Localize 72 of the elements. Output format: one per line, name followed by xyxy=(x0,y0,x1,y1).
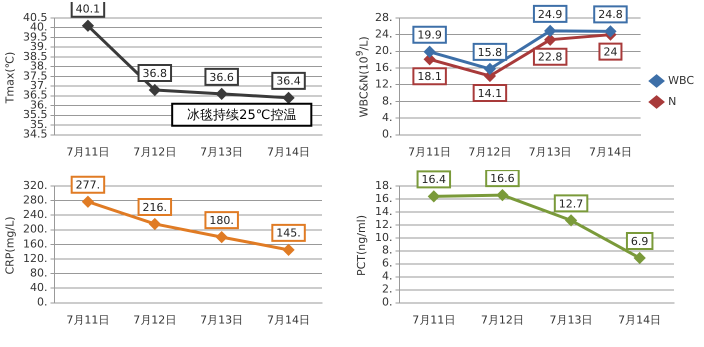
legend-label: N xyxy=(668,94,676,108)
x-tick-label: 7月12日 xyxy=(480,313,524,326)
x-tick-label: 7月14日 xyxy=(588,145,632,158)
data-label: 24.9 xyxy=(538,8,562,21)
x-tick-label: 7月14日 xyxy=(267,145,310,158)
x-tick-label: 7月12日 xyxy=(468,145,512,158)
y-tick-label: 6. xyxy=(382,256,392,270)
x-tick-label: 7月13日 xyxy=(528,145,572,158)
x-tick-label: 7月12日 xyxy=(133,313,176,326)
data-label: 145. xyxy=(276,226,301,240)
data-label: 277. xyxy=(76,178,100,192)
data-label: 22.8 xyxy=(538,50,562,64)
y-tick-label: 4. xyxy=(382,270,392,283)
data-label: 36.6 xyxy=(209,70,234,84)
y-tick-label: 16. xyxy=(374,192,392,205)
data-label: 216. xyxy=(142,200,168,214)
data-label: 24 xyxy=(603,46,618,59)
data-label: 14.1 xyxy=(478,86,502,100)
x-tick-label: 7月12日 xyxy=(133,145,176,158)
y-tick-label: 38. xyxy=(30,60,48,73)
y-tick-label: 20. xyxy=(374,44,392,58)
data-label: 24.8 xyxy=(598,8,623,22)
y-tick-label: 28. xyxy=(374,10,392,24)
data-label: 6.9 xyxy=(630,234,648,248)
x-tick-label: 7月11日 xyxy=(412,313,456,326)
y-tick-label: 18. xyxy=(374,178,392,192)
x-tick-label: 7月14日 xyxy=(618,313,662,326)
data-label: 36.4 xyxy=(276,74,301,88)
y-tick-label: 240. xyxy=(22,208,48,222)
y-axis-title: PCT(ng/ml) xyxy=(356,214,368,276)
y-axis-title: CRP(mg/L) xyxy=(4,216,17,274)
x-tick-label: 7月13日 xyxy=(200,313,244,326)
y-tick-label: 280. xyxy=(22,193,48,206)
y-tick-label: 12. xyxy=(374,78,392,91)
data-label: 16.6 xyxy=(490,172,515,185)
x-tick-label: 7月11日 xyxy=(66,313,110,326)
y-tick-label: 12. xyxy=(374,218,392,231)
x-tick-label: 7月13日 xyxy=(550,313,593,326)
data-label: 180. xyxy=(209,214,234,227)
y-tick-label: 320. xyxy=(22,178,48,192)
y-tick-label: 2. xyxy=(382,282,392,296)
y-tick-label: 0. xyxy=(36,296,48,309)
x-tick-label: 7月13日 xyxy=(200,145,244,158)
y-tick-label: 80. xyxy=(30,266,48,280)
data-label: 16.4 xyxy=(422,173,446,186)
y-tick-label: 40. xyxy=(30,281,48,294)
y-tick-label: 120. xyxy=(22,252,48,265)
data-label: 19.9 xyxy=(417,28,442,42)
data-label: 36.8 xyxy=(142,66,168,80)
y-axis-title: Tmax(℃) xyxy=(4,51,16,103)
y-tick-label: 16. xyxy=(374,60,392,74)
y-tick-label: 4. xyxy=(382,110,392,124)
data-label: 40.1 xyxy=(76,2,100,16)
y-tick-label: 14. xyxy=(374,204,392,218)
data-label: 12.7 xyxy=(558,197,584,210)
y-tick-label: 0. xyxy=(382,128,392,141)
y-tick-label: 8. xyxy=(382,244,392,257)
x-tick-label: 7月11日 xyxy=(408,145,452,158)
y-tick-label: 160. xyxy=(22,237,48,250)
y-tick-label: 24. xyxy=(374,28,392,41)
legend-label: WBC xyxy=(668,74,694,87)
y-tick-label: 10. xyxy=(374,230,392,244)
y-tick-label: 200. xyxy=(22,222,48,236)
y-tick-label: 0. xyxy=(382,296,392,309)
data-label: 18.1 xyxy=(417,70,442,84)
x-tick-label: 7月14日 xyxy=(267,313,310,326)
annotation: 冰毯持续25℃控温 xyxy=(187,108,296,124)
y-tick-label: 8. xyxy=(382,94,392,108)
data-label: 15.8 xyxy=(478,46,502,59)
y-tick-label: 36. xyxy=(30,98,48,112)
x-tick-label: 7月11日 xyxy=(66,145,110,158)
y-tick-label: 39. xyxy=(30,40,48,54)
